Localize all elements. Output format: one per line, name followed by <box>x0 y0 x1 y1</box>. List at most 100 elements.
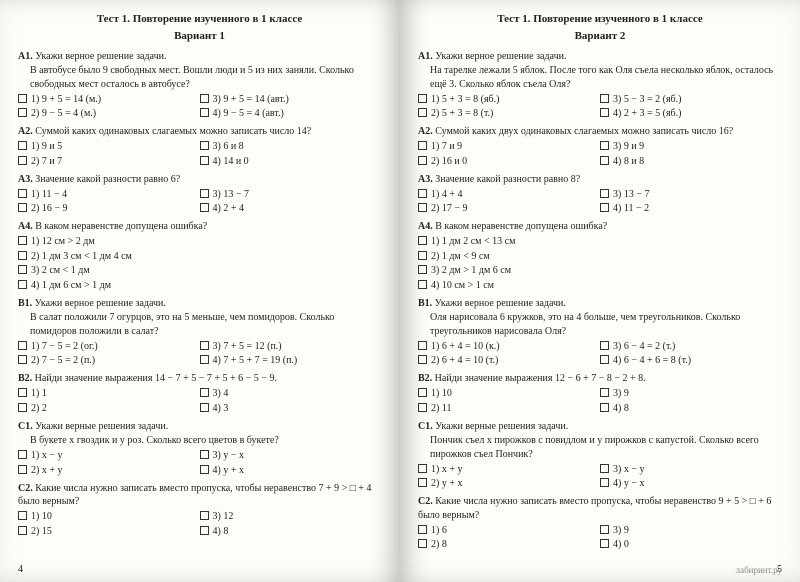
checkbox[interactable] <box>600 403 609 412</box>
checkbox[interactable] <box>18 511 27 520</box>
option: 3) 2 см < 1 дм <box>18 264 200 279</box>
option-text: 4) 7 + 5 + 7 = 19 (п.) <box>213 354 298 368</box>
checkbox[interactable] <box>418 478 427 487</box>
checkbox[interactable] <box>18 141 27 150</box>
checkbox[interactable] <box>418 156 427 165</box>
checkbox[interactable] <box>18 355 27 364</box>
checkbox[interactable] <box>200 203 209 212</box>
checkbox[interactable] <box>200 189 209 198</box>
checkbox[interactable] <box>418 94 427 103</box>
checkbox[interactable] <box>200 355 209 364</box>
checkbox[interactable] <box>18 265 27 274</box>
option: 4) y + x <box>200 463 382 478</box>
checkbox[interactable] <box>600 341 609 350</box>
checkbox[interactable] <box>418 189 427 198</box>
question-block: С1. Укажи верные решения задачи.Пончик с… <box>418 420 782 492</box>
checkbox[interactable] <box>600 141 609 150</box>
option: 1) 12 см > 2 дм <box>18 235 200 250</box>
option: 4) 0 <box>600 538 782 553</box>
option-text: 3) 2 дм > 1 дм 6 см <box>431 264 511 278</box>
checkbox[interactable] <box>418 355 427 364</box>
checkbox[interactable] <box>418 251 427 260</box>
question-label: В1. <box>18 298 35 309</box>
option-text: 4) 0 <box>613 538 629 552</box>
checkbox[interactable] <box>18 108 27 117</box>
question-text: Суммой каких двух одинаковых слагаемых м… <box>435 126 733 137</box>
checkbox[interactable] <box>18 465 27 474</box>
checkbox[interactable] <box>600 108 609 117</box>
options-container: 1) 7 и 93) 9 и 92) 16 и 04) 8 и 8 <box>418 140 782 169</box>
checkbox[interactable] <box>18 203 27 212</box>
checkbox[interactable] <box>418 464 427 473</box>
checkbox[interactable] <box>18 251 27 260</box>
checkbox[interactable] <box>18 388 27 397</box>
option <box>600 249 782 264</box>
checkbox[interactable] <box>418 236 427 245</box>
checkbox[interactable] <box>200 108 209 117</box>
checkbox[interactable] <box>418 525 427 534</box>
checkbox[interactable] <box>600 156 609 165</box>
option: 1) 5 + 3 = 8 (яб.) <box>418 92 600 107</box>
option: 1) 6 + 4 = 10 (к.) <box>418 339 600 354</box>
checkbox[interactable] <box>600 478 609 487</box>
checkbox[interactable] <box>200 388 209 397</box>
checkbox[interactable] <box>200 156 209 165</box>
question-block: А2. Суммой каких двух одинаковых слагаем… <box>418 125 782 169</box>
checkbox[interactable] <box>418 403 427 412</box>
option-text: 2) 1 дм < 9 см <box>431 250 490 264</box>
question-label: А2. <box>418 126 435 137</box>
option: 1) 1 <box>18 387 200 402</box>
question-label: В1. <box>418 298 435 309</box>
question-text: Значение какой разности равно 8? <box>435 174 580 185</box>
checkbox[interactable] <box>200 141 209 150</box>
question-label: С1. <box>418 421 435 432</box>
question-block: В1. Укажи верное решение задачи.В салат … <box>18 297 381 369</box>
options-container: 1) 7 − 5 = 2 (ог.)3) 7 + 5 = 12 (п.)2) 7… <box>18 339 381 368</box>
checkbox[interactable] <box>600 355 609 364</box>
checkbox[interactable] <box>18 236 27 245</box>
option: 2) 1 дм 3 см < 1 дм 4 см <box>18 249 200 264</box>
checkbox[interactable] <box>418 341 427 350</box>
checkbox[interactable] <box>600 189 609 198</box>
checkbox[interactable] <box>18 450 27 459</box>
option: 1) 4 + 4 <box>418 187 600 202</box>
checkbox[interactable] <box>418 388 427 397</box>
checkbox[interactable] <box>200 526 209 535</box>
checkbox[interactable] <box>418 141 427 150</box>
checkbox[interactable] <box>18 526 27 535</box>
checkbox[interactable] <box>18 403 27 412</box>
checkbox[interactable] <box>600 525 609 534</box>
checkbox[interactable] <box>418 203 427 212</box>
option: 4) 8 <box>600 401 782 416</box>
question-text: Укажи верное решение задачи. <box>435 298 566 309</box>
checkbox[interactable] <box>18 280 27 289</box>
checkbox[interactable] <box>18 189 27 198</box>
checkbox[interactable] <box>200 403 209 412</box>
option-text: 1) 10 <box>431 387 452 401</box>
questions-right: А1. Укажи верное решение задачи.На тарел… <box>418 50 782 553</box>
checkbox[interactable] <box>200 341 209 350</box>
checkbox[interactable] <box>200 465 209 474</box>
checkbox[interactable] <box>18 156 27 165</box>
option-text: 2) 15 <box>31 525 52 539</box>
checkbox[interactable] <box>200 450 209 459</box>
checkbox[interactable] <box>600 388 609 397</box>
checkbox[interactable] <box>200 511 209 520</box>
checkbox[interactable] <box>600 203 609 212</box>
checkbox[interactable] <box>600 464 609 473</box>
checkbox[interactable] <box>418 280 427 289</box>
question-body: В салат положили 7 огурцов, это на 5 мен… <box>30 311 381 338</box>
checkbox[interactable] <box>600 539 609 548</box>
option: 2) 15 <box>18 524 200 539</box>
option-text: 4) 8 и 8 <box>613 155 644 169</box>
checkbox[interactable] <box>18 94 27 103</box>
checkbox[interactable] <box>418 108 427 117</box>
checkbox[interactable] <box>600 94 609 103</box>
checkbox[interactable] <box>18 341 27 350</box>
checkbox[interactable] <box>418 539 427 548</box>
checkbox[interactable] <box>200 94 209 103</box>
option: 2) 2 <box>18 401 200 416</box>
option-text: 1) x + y <box>431 463 462 477</box>
checkbox[interactable] <box>418 265 427 274</box>
option: 3) 9 и 9 <box>600 140 782 155</box>
